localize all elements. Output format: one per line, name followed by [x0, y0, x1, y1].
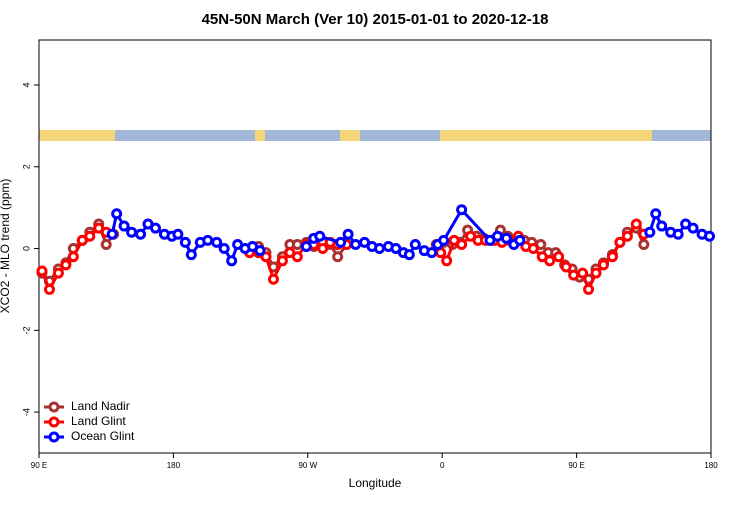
point — [317, 243, 329, 255]
x-tick-label: 0 — [440, 461, 445, 470]
point — [403, 249, 415, 261]
plot-frame — [38, 39, 712, 454]
point — [300, 241, 312, 252]
point — [553, 251, 565, 263]
legend-label: Land Nadir — [71, 399, 130, 413]
point — [52, 267, 64, 279]
point — [43, 283, 55, 295]
y-tick-label: -4 — [21, 408, 31, 416]
point — [118, 220, 130, 232]
point — [456, 238, 468, 250]
land-ocean-strip — [39, 130, 711, 141]
point — [149, 222, 161, 234]
point — [211, 236, 223, 248]
point — [544, 255, 556, 267]
x-tick-label: 90 E — [568, 461, 584, 470]
point — [36, 265, 48, 277]
point — [373, 243, 385, 255]
point — [260, 251, 272, 263]
point — [185, 249, 197, 261]
point — [606, 251, 618, 263]
x-tick-label: 180 — [167, 461, 181, 470]
point — [638, 238, 650, 250]
point — [179, 236, 191, 248]
point — [583, 283, 595, 295]
chart-title: 45N-50N March (Ver 10) 2015-01-01 to 202… — [202, 11, 549, 28]
point — [560, 261, 572, 273]
x-tick-label: 180 — [704, 461, 718, 470]
point — [84, 230, 96, 242]
point — [60, 259, 72, 271]
y-axis-label: XCO2 - MLO trend (ppm) — [0, 179, 12, 314]
point — [350, 238, 362, 250]
point — [597, 259, 609, 271]
point — [514, 234, 526, 246]
point — [577, 267, 589, 279]
point — [314, 230, 326, 242]
point — [291, 238, 303, 250]
point — [630, 218, 642, 230]
point — [267, 273, 279, 285]
point — [672, 228, 684, 240]
point — [135, 228, 147, 240]
y-tick-label: 0 — [21, 246, 31, 251]
point — [656, 220, 668, 232]
point — [650, 208, 662, 220]
point — [202, 234, 214, 246]
x-axis-label: Longitude — [349, 476, 402, 490]
point — [276, 255, 288, 267]
point — [644, 226, 656, 238]
y-tick-label: -2 — [21, 326, 31, 334]
point — [100, 238, 112, 250]
point — [254, 245, 266, 257]
legend-marker — [48, 416, 60, 428]
point — [621, 230, 633, 242]
point — [491, 230, 503, 242]
legend-marker — [48, 431, 60, 443]
point — [291, 251, 303, 263]
point — [126, 226, 138, 238]
y-tick-label: 4 — [21, 82, 31, 87]
legend-marker — [48, 401, 60, 413]
point — [441, 255, 453, 267]
legend-label: Land Glint — [71, 414, 126, 428]
point — [332, 251, 344, 263]
point — [614, 236, 626, 248]
point — [590, 267, 602, 279]
point — [342, 228, 354, 240]
y-tick-label: 2 — [21, 164, 31, 169]
point — [527, 243, 539, 255]
point — [704, 230, 716, 242]
point — [426, 247, 438, 259]
point — [111, 208, 123, 220]
point — [438, 234, 450, 246]
point — [172, 228, 184, 240]
point — [500, 232, 512, 244]
point — [67, 251, 79, 263]
point — [568, 269, 580, 281]
point — [335, 236, 347, 248]
point — [226, 255, 238, 267]
x-tick-label: 90 E — [31, 461, 47, 470]
point — [106, 228, 118, 240]
point — [409, 238, 421, 250]
legend-label: Ocean Glint — [71, 429, 135, 443]
point — [218, 243, 230, 255]
point — [687, 222, 699, 234]
x-tick-label: 90 W — [298, 461, 317, 470]
point — [456, 204, 468, 216]
